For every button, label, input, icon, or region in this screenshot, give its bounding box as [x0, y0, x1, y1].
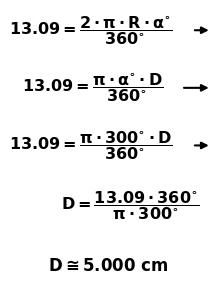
Text: $\mathbf{13.09 = \dfrac{\pi \cdot 300^{\circ} \cdot D}{360^{\circ}}}$: $\mathbf{13.09 = \dfrac{\pi \cdot 300^{\…	[9, 129, 173, 162]
Text: $\mathbf{D \cong 5.000\ cm}$: $\mathbf{D \cong 5.000\ cm}$	[48, 257, 168, 275]
Text: $\mathbf{D = \dfrac{13.09 \cdot 360^{\circ}}{\pi \cdot 300^{\circ}}}$: $\mathbf{D = \dfrac{13.09 \cdot 360^{\ci…	[61, 190, 200, 222]
Text: $\mathbf{13.09 = \dfrac{2 \cdot \pi \cdot R \cdot \alpha^{\circ}}{360^{\circ}}}$: $\mathbf{13.09 = \dfrac{2 \cdot \pi \cdo…	[9, 14, 173, 47]
Text: $\mathbf{13.09 = \dfrac{\pi \cdot \alpha^{\circ} \cdot D}{360^{\circ}}}$: $\mathbf{13.09 = \dfrac{\pi \cdot \alpha…	[22, 71, 163, 104]
